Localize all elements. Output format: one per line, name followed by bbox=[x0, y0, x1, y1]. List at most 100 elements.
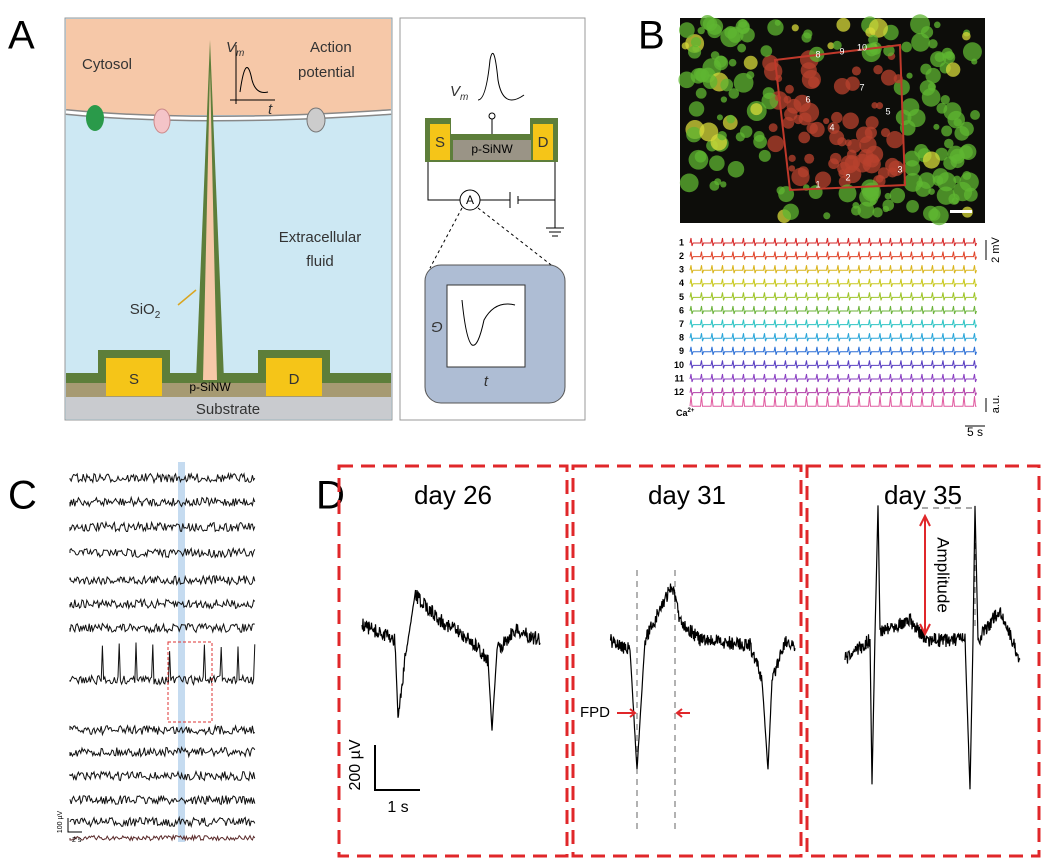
cell bbox=[832, 40, 842, 50]
cell bbox=[767, 19, 784, 36]
cell bbox=[944, 138, 954, 149]
text: fluid bbox=[306, 253, 334, 270]
cell bbox=[947, 145, 964, 162]
day-boxes bbox=[337, 464, 1041, 858]
text: a.u. bbox=[990, 395, 1002, 413]
row-label: 11 bbox=[674, 373, 684, 383]
text: 2 s bbox=[72, 837, 82, 844]
trace bbox=[69, 495, 256, 508]
cell bbox=[933, 123, 940, 130]
cell bbox=[936, 186, 956, 205]
cell bbox=[844, 139, 852, 147]
image-label: 2 bbox=[845, 172, 850, 182]
cell bbox=[828, 158, 839, 170]
cell bbox=[868, 18, 888, 38]
row-label: 9 bbox=[679, 346, 684, 356]
text: G bbox=[431, 318, 443, 335]
cell bbox=[776, 186, 785, 195]
cell bbox=[750, 103, 763, 116]
arrow bbox=[177, 289, 197, 306]
text: potential bbox=[298, 64, 355, 81]
cell bbox=[760, 45, 773, 57]
cell bbox=[693, 67, 707, 81]
ap-axes bbox=[230, 45, 275, 104]
cell bbox=[727, 161, 745, 178]
cell bbox=[942, 51, 956, 64]
grid bbox=[773, 43, 907, 192]
day-title: day 31 bbox=[648, 480, 726, 510]
cell bbox=[782, 116, 795, 129]
day-title: day 35 bbox=[884, 480, 962, 510]
cell bbox=[901, 41, 912, 53]
text: Vm bbox=[226, 39, 244, 59]
cell bbox=[737, 43, 747, 53]
cell bbox=[809, 121, 825, 138]
cell bbox=[716, 114, 723, 121]
trace bbox=[69, 745, 256, 759]
text: Cytosol bbox=[82, 56, 132, 73]
cell bbox=[699, 122, 719, 142]
panel-label: A bbox=[8, 14, 35, 58]
scale-bar bbox=[374, 745, 420, 791]
text: t bbox=[268, 101, 273, 118]
text: Action bbox=[310, 39, 352, 56]
cell bbox=[827, 42, 835, 50]
cell bbox=[928, 39, 938, 49]
cell bbox=[852, 201, 860, 209]
trace bbox=[689, 396, 977, 407]
cell bbox=[904, 160, 921, 176]
cell bbox=[710, 51, 720, 60]
cell bbox=[688, 101, 705, 117]
trace bbox=[69, 794, 256, 806]
text: 2 mV bbox=[990, 237, 1002, 263]
cell bbox=[925, 67, 941, 84]
cell bbox=[782, 203, 799, 220]
cell bbox=[882, 205, 890, 213]
text: S bbox=[129, 371, 139, 388]
cell bbox=[679, 173, 699, 193]
g-trace bbox=[461, 299, 516, 346]
cell bbox=[851, 66, 861, 76]
trace bbox=[844, 505, 1021, 790]
cell bbox=[888, 160, 904, 177]
row-label: 8 bbox=[679, 333, 684, 343]
text: FPD bbox=[580, 704, 610, 721]
cell bbox=[753, 134, 767, 149]
trace bbox=[689, 251, 977, 260]
trace bbox=[689, 346, 977, 355]
text: SiO bbox=[130, 301, 155, 318]
substrate bbox=[66, 397, 391, 419]
cell bbox=[743, 55, 758, 70]
cell bbox=[767, 135, 784, 153]
cell bbox=[798, 131, 811, 144]
cell bbox=[886, 131, 904, 149]
day-box bbox=[337, 464, 569, 858]
image-label: 10 bbox=[857, 42, 867, 52]
trace bbox=[69, 597, 256, 610]
nanowire-core bbox=[203, 70, 217, 380]
image-label: 3 bbox=[897, 164, 902, 174]
cell bbox=[962, 31, 971, 41]
cell bbox=[695, 87, 707, 99]
ion-channel bbox=[306, 107, 326, 133]
zoom-lines bbox=[429, 207, 556, 269]
trace bbox=[69, 642, 256, 686]
cell bbox=[681, 42, 689, 50]
traces bbox=[361, 505, 1021, 790]
trace bbox=[69, 546, 256, 559]
cell bbox=[800, 62, 817, 79]
cell bbox=[739, 125, 753, 138]
cell bbox=[679, 22, 695, 38]
text: 5 s bbox=[967, 425, 983, 439]
ammeter bbox=[459, 189, 481, 211]
cell bbox=[923, 205, 939, 221]
image-label: 9 bbox=[839, 46, 844, 56]
traces bbox=[69, 471, 256, 842]
cell bbox=[906, 200, 919, 213]
image-label: 1 bbox=[815, 179, 820, 189]
text: p-SiNW bbox=[189, 380, 231, 394]
text: m bbox=[460, 92, 468, 103]
cell bbox=[724, 26, 738, 39]
day-title: day 26 bbox=[414, 480, 492, 510]
cell bbox=[791, 24, 799, 32]
